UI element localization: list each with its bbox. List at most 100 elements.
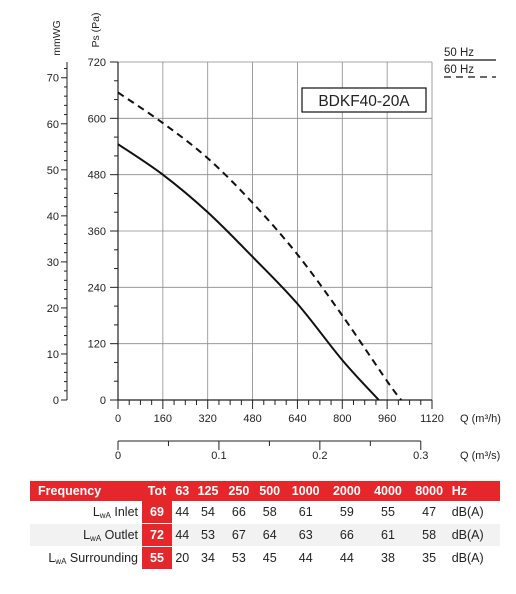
band-value: 55 — [367, 501, 409, 524]
band-value: 47 — [408, 501, 450, 524]
sound-power-table: Frequency Tot 63 125 250 500 1000 2000 4… — [30, 481, 500, 570]
x-axis-title-m3h: Q (m³/h) — [460, 413, 501, 425]
band-value: 44 — [172, 501, 193, 524]
band-value: 44 — [172, 523, 193, 547]
freq-header-2000: 2000 — [332, 484, 361, 498]
row-label-rest: Outlet — [101, 527, 138, 542]
legend-label-60-hz: 60 Hz — [444, 64, 474, 76]
band-value: 53 — [192, 523, 224, 547]
pa-tick-label: 0 — [100, 395, 106, 407]
row-label-sub: wA — [55, 556, 67, 566]
x-tick-label: 320 — [199, 413, 217, 425]
band-value: 38 — [367, 546, 409, 570]
freq-header-4000: 4000 — [374, 484, 402, 498]
band-value: 20 — [172, 546, 193, 570]
band-value: 64 — [254, 523, 286, 547]
performance-chart: 0 120 240 360 480 600 720 0 10 20 30 40 50 60 70 mmWG Ps… — [47, 12, 501, 462]
mmwg-tick-label: 40 — [47, 211, 59, 223]
row-label: LwA Surrounding — [30, 546, 142, 570]
x-tick-label: 160 — [154, 413, 172, 425]
band-value: 63 — [285, 523, 327, 547]
row-label: LwA Inlet — [30, 501, 142, 524]
band-value: 34 — [192, 546, 224, 570]
pa-tick-label: 240 — [88, 282, 106, 294]
total-value: 55 — [142, 546, 172, 570]
mmwg-tick-label: 30 — [47, 257, 59, 269]
unit-label: dB(A) — [449, 546, 500, 570]
mmwg-tick-label: 70 — [47, 73, 59, 85]
band-value: 35 — [408, 546, 450, 570]
row-label-main: L — [83, 527, 91, 542]
band-value: 44 — [326, 546, 368, 570]
chart-labels: 0 120 240 360 480 600 720 0 10 20 30 40 50 60 70 mmWG Ps… — [47, 12, 501, 462]
mmwg-tick-label: 10 — [47, 349, 59, 361]
unit-label: dB(A) — [449, 523, 500, 547]
freq-header-250: 250 — [228, 484, 250, 498]
frequency-header: Frequency — [38, 484, 102, 498]
x-axis-title-m3s: Q (m³/s) — [460, 450, 500, 462]
mmwg-tick-label: 60 — [47, 119, 59, 131]
x2-tick-label: 0 — [115, 450, 121, 462]
row-label-rest: Inlet — [110, 504, 138, 519]
total-value: 69 — [142, 501, 172, 524]
band-value: 61 — [367, 523, 409, 547]
mmwg-tick-label: 20 — [47, 303, 59, 315]
total-value: 72 — [142, 523, 172, 547]
chart-axes — [61, 61, 433, 450]
band-value: 66 — [223, 501, 255, 524]
unit-label: dB(A) — [449, 501, 500, 524]
band-value: 58 — [254, 501, 286, 524]
x2-tick-label: 0.2 — [312, 450, 327, 462]
band-value: 59 — [326, 501, 368, 524]
series-line-50-hz — [117, 143, 380, 401]
x-tick-label: 1120 — [420, 413, 444, 425]
pa-tick-label: 360 — [88, 226, 106, 238]
x-tick-label: 480 — [243, 413, 261, 425]
band-value: 61 — [285, 501, 327, 524]
table-row: LwA Inlet 69 44 54 66 58 61 59 55 47 dB(A) — [30, 501, 500, 524]
x2-tick-label: 0.1 — [211, 450, 226, 462]
model-label: BDKF40-20A — [318, 93, 410, 110]
mmwg-axis-title: mmWG — [51, 20, 63, 56]
row-label-rest: Surrounding — [66, 550, 138, 565]
row-label: LwA Outlet — [30, 523, 142, 547]
freq-header-1000: 1000 — [291, 484, 320, 498]
table-row: LwA Outlet 72 44 53 67 64 63 66 61 58 dB(A) — [30, 523, 500, 547]
chart-series — [117, 91, 402, 401]
row-label-sub: wA — [99, 510, 111, 520]
freq-unit-header: Hz — [451, 484, 467, 498]
pa-tick-label: 600 — [88, 113, 106, 125]
x-tick-label: 960 — [378, 413, 396, 425]
pa-tick-label: 720 — [88, 57, 106, 69]
legend-label-50-hz: 50 Hz — [444, 47, 474, 59]
freq-header-8000: 8000 — [415, 484, 444, 498]
band-value: 44 — [285, 546, 327, 570]
band-value: 67 — [223, 523, 255, 547]
freq-header-125: 125 — [197, 484, 219, 498]
row-label-sub: wA — [90, 533, 102, 543]
mmwg-tick-label: 50 — [47, 165, 59, 177]
tot-header: Tot — [147, 484, 167, 498]
freq-header-63: 63 — [175, 484, 190, 498]
row-label-main: L — [92, 504, 100, 519]
band-value: 54 — [192, 501, 224, 524]
pa-tick-label: 480 — [88, 170, 106, 182]
x-tick-label: 800 — [333, 413, 351, 425]
x-tick-label: 640 — [288, 413, 306, 425]
band-value: 53 — [223, 546, 255, 570]
table-header-row: Frequency Tot 63 125 250 500 1000 2000 4… — [30, 481, 500, 501]
chart-grid — [117, 61, 433, 401]
series-line-60-hz — [117, 91, 402, 401]
band-value: 58 — [408, 523, 450, 547]
pa-tick-label: 120 — [88, 339, 106, 351]
band-value: 66 — [326, 523, 368, 547]
band-value: 45 — [254, 546, 286, 570]
x2-tick-label: 0.3 — [413, 450, 428, 462]
mmwg-tick-label: 0 — [53, 395, 59, 407]
model-label-box — [301, 87, 427, 113]
table-row: LwA Surrounding 55 20 34 53 45 44 44 38 35 dB(A) — [30, 546, 500, 570]
row-label-main: L — [48, 550, 56, 565]
pa-axis-title: Ps (Pa) — [90, 12, 102, 47]
freq-header-500: 500 — [259, 484, 281, 498]
x-tick-label: 0 — [115, 413, 121, 425]
